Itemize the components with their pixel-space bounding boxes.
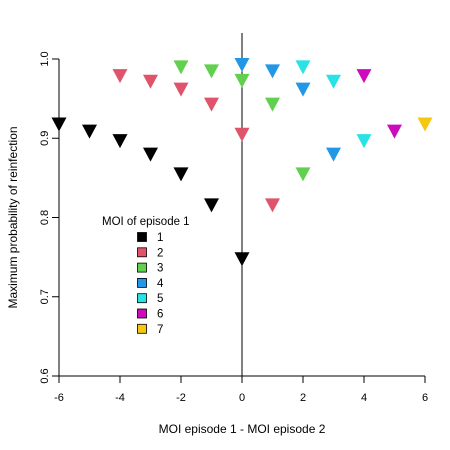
data-point-moi6-1	[356, 69, 372, 84]
x-axis-label: MOI episode 1 - MOI episode 2	[159, 422, 326, 436]
legend: MOI of episode 1 1 2 3 4 5 6 7	[102, 216, 190, 336]
x-tick-label: 6	[422, 392, 428, 404]
x-tick-label: -4	[115, 392, 125, 404]
legend-swatch-5	[137, 293, 147, 304]
legend-swatch-1	[137, 232, 147, 242]
data-point-moi1-6	[204, 198, 219, 213]
data-point-moi1-7	[234, 252, 250, 267]
data-point-moi5-3	[356, 134, 372, 149]
legend-swatch-7	[137, 323, 147, 334]
legend-label-4: 4	[157, 278, 164, 290]
data-point-moi3-3	[234, 73, 250, 88]
x-tick-label: -6	[54, 392, 64, 404]
x-tick-label: 0	[239, 392, 245, 404]
legend-label-1: 1	[157, 232, 163, 244]
legend-label-5: 5	[157, 293, 163, 305]
legend-label-2: 2	[157, 247, 163, 259]
legend-title: MOI of episode 1	[102, 216, 190, 228]
y-axis-label: Maximum probability of reinfection	[6, 126, 20, 308]
data-point-moi3-4	[265, 97, 280, 112]
data-point-moi5-1	[295, 60, 311, 75]
data-point-moi3-5	[295, 167, 311, 182]
data-point-moi2-5	[234, 127, 250, 142]
data-point-moi2-4	[204, 97, 219, 112]
data-point-moi5-2	[326, 74, 341, 89]
y-tick-label: 0.6	[39, 368, 51, 383]
data-point-moi4-3	[295, 82, 311, 97]
data-point-moi4-2	[265, 64, 280, 79]
data-point-moi2-3	[173, 82, 189, 97]
legend-label-3: 3	[157, 263, 163, 275]
data-point-moi6-2	[387, 124, 402, 139]
x-tick-label: -2	[176, 392, 186, 404]
y-tick-label: 1.0	[39, 51, 51, 66]
data-marks	[51, 58, 433, 267]
data-point-moi7-1	[417, 117, 433, 132]
data-point-moi1-1	[51, 117, 67, 132]
x-tick-label: 2	[300, 392, 306, 404]
data-point-moi2-1	[112, 69, 128, 84]
legend-swatch-6	[137, 308, 147, 319]
legend-swatch-3	[137, 262, 147, 273]
legend-label-6: 6	[157, 309, 163, 321]
data-point-moi4-4	[326, 147, 341, 162]
data-point-moi4-1	[234, 58, 250, 73]
data-point-moi2-6	[265, 198, 280, 213]
data-point-moi2-2	[143, 74, 158, 89]
data-point-moi3-2	[204, 64, 219, 79]
legend-label-7: 7	[157, 324, 163, 336]
y-tick-label: 0.9	[39, 131, 51, 146]
data-point-moi3-1	[173, 60, 189, 75]
x-tick-label: 4	[361, 392, 367, 404]
data-point-moi1-5	[173, 167, 189, 182]
legend-swatch-4	[137, 277, 147, 288]
axes: -6 -4 -2 0 2 4 6 0.6 0.7 0.8 0.9 1.0 MOI episode 1 -…	[6, 33, 428, 436]
data-point-moi1-2	[82, 124, 97, 139]
data-point-moi1-3	[112, 134, 128, 149]
legend-swatch-2	[137, 247, 147, 258]
y-tick-label: 0.8	[39, 210, 51, 225]
y-tick-label: 0.7	[39, 289, 51, 304]
data-point-moi1-4	[143, 147, 158, 162]
